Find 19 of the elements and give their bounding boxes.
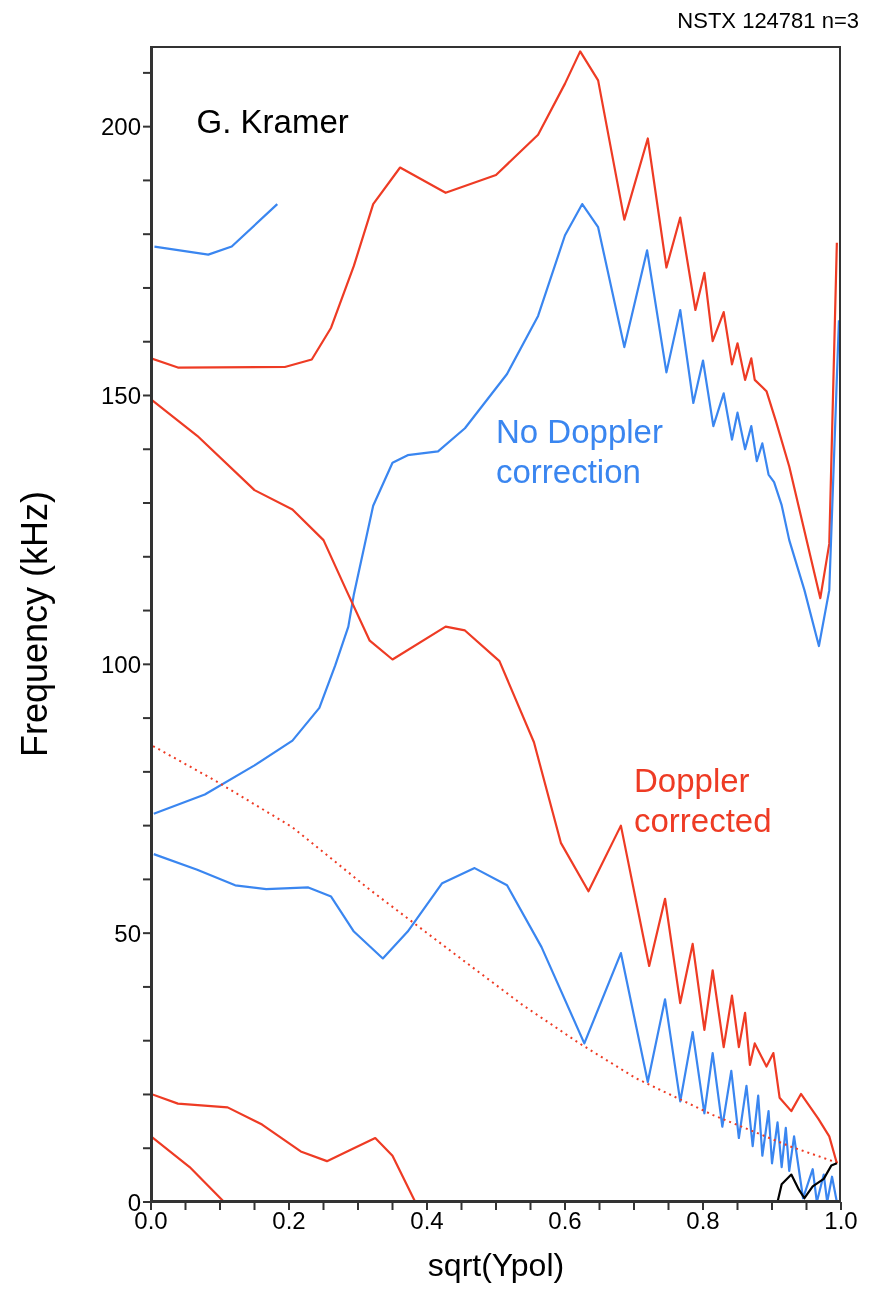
x-tick-label: 0.8 — [686, 1207, 720, 1235]
line-series — [152, 853, 838, 1202]
x-tick-label: 0.6 — [548, 1207, 582, 1235]
annotation: G. Kramer — [196, 102, 349, 143]
line-series — [151, 50, 838, 600]
line-series — [151, 1092, 417, 1202]
series-label: Doppler corrected — [634, 761, 773, 842]
y-axis-title: Frequency (kHz) — [13, 490, 55, 758]
y-tick-label: 50 — [114, 919, 141, 947]
series-label: No Doppler correction — [496, 411, 664, 492]
y-tick-label: 150 — [100, 382, 141, 410]
x-tick-label: 1.0 — [824, 1207, 858, 1235]
y-tick-label: 200 — [100, 113, 141, 141]
y-tick-label: 100 — [100, 650, 141, 678]
chart-title: NSTX 124781 n=3 — [677, 8, 859, 34]
x-tick-label: 0.4 — [410, 1207, 444, 1235]
x-tick-label: 0.2 — [272, 1207, 306, 1235]
line-series — [776, 1162, 838, 1202]
x-axis-title: sqrt(Ypol) — [427, 1247, 565, 1283]
